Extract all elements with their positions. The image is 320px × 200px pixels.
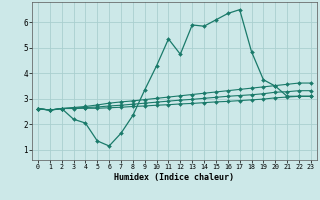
X-axis label: Humidex (Indice chaleur): Humidex (Indice chaleur) [115, 173, 234, 182]
